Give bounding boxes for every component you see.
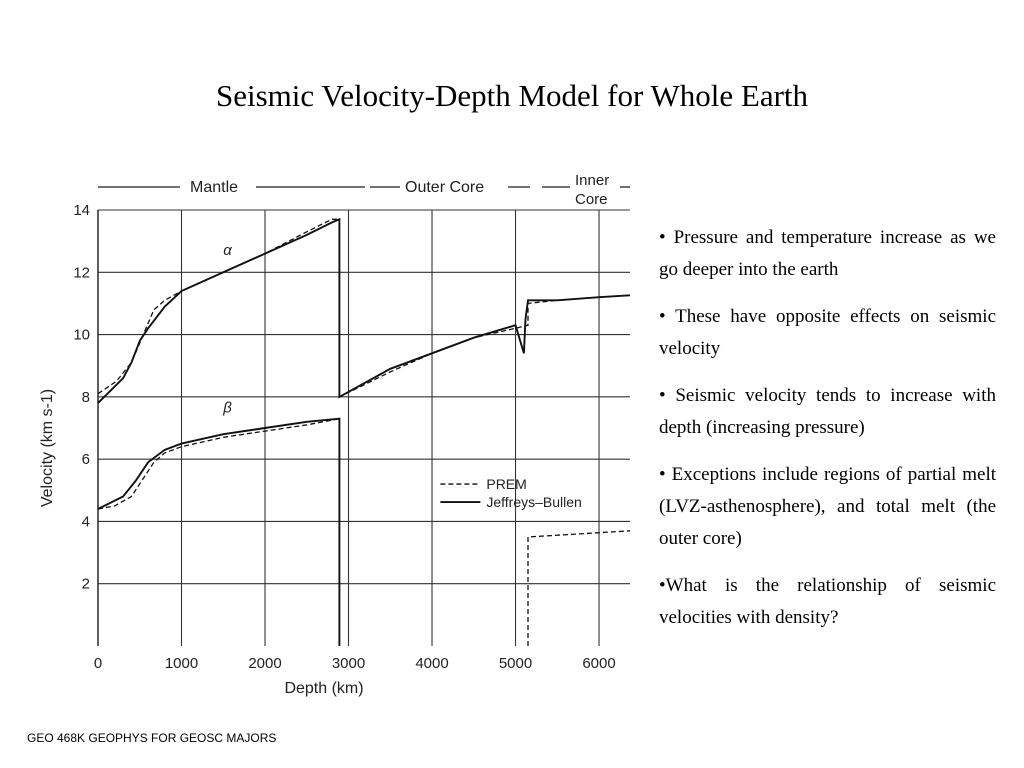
x-tick-label: 3000 [332, 655, 365, 672]
y-tick-label: 6 [82, 451, 90, 468]
curve-label-beta: β [222, 399, 232, 416]
plot-area: 0 1000 2000 3000 4000 5000 6000 2 4 6 8 10 12 14 Depth… [39, 202, 631, 697]
bullet-item: • Pressure and temperature increase as w… [659, 227, 996, 280]
x-axis-label: Depth (km) [284, 680, 363, 697]
y-tick-label: 10 [73, 327, 90, 344]
region-label-inner: Inner [575, 172, 609, 189]
y-tick-label: 14 [73, 202, 90, 219]
y-axis-label: Velocity (km s-1) [39, 389, 56, 507]
y-tick-label: 8 [82, 389, 90, 406]
series-jeffreys-bullen-s-wave [97, 417, 341, 646]
bullet-item: • These have opposite effects on seismic… [659, 306, 996, 359]
bullet-list: • Pressure and temperature increase as w… [659, 222, 996, 649]
footer-text: GEO 468K GEOPHYS FOR GEOSC MAJORS [27, 731, 277, 745]
x-tick-label: 2000 [248, 655, 281, 672]
bullet-item: • Seismic velocity tends to increase wit… [659, 385, 996, 438]
legend-label: Jeffreys–Bullen [486, 494, 581, 510]
series-prem-s-wave-inner-core [527, 530, 631, 646]
x-tick-label: 6000 [582, 655, 615, 672]
x-tick-label: 1000 [165, 655, 198, 672]
region-label-core: Core [575, 191, 608, 208]
x-tick-label: 0 [94, 655, 102, 672]
x-tick-label: 4000 [415, 655, 448, 672]
y-tick-label: 2 [82, 576, 90, 593]
region-label-outer-core: Outer Core [405, 179, 484, 196]
bullet-item: •What is the relationship of seismic vel… [659, 575, 996, 628]
velocity-depth-chart: Mantle Outer Core Inner Core 0 1000 2000 30… [39, 172, 631, 697]
legend-label: PREM [486, 476, 526, 492]
region-label-mantle: Mantle [190, 179, 238, 196]
slide-title: Seismic Velocity-Depth Model for Whole E… [215, 78, 809, 113]
y-tick-label: 4 [82, 513, 90, 530]
x-tick-label: 5000 [499, 655, 532, 672]
curve-label-alpha: α [223, 242, 232, 259]
region-header: Mantle Outer Core Inner Core [98, 172, 630, 208]
y-tick-label: 12 [73, 264, 90, 281]
series-jeffreys-bullen-p-wave [97, 217, 631, 404]
bullet-item: • Exceptions include regions of partial … [659, 464, 996, 549]
series-prem-s-wave [97, 417, 341, 646]
series-prem-p-wave [97, 218, 631, 398]
